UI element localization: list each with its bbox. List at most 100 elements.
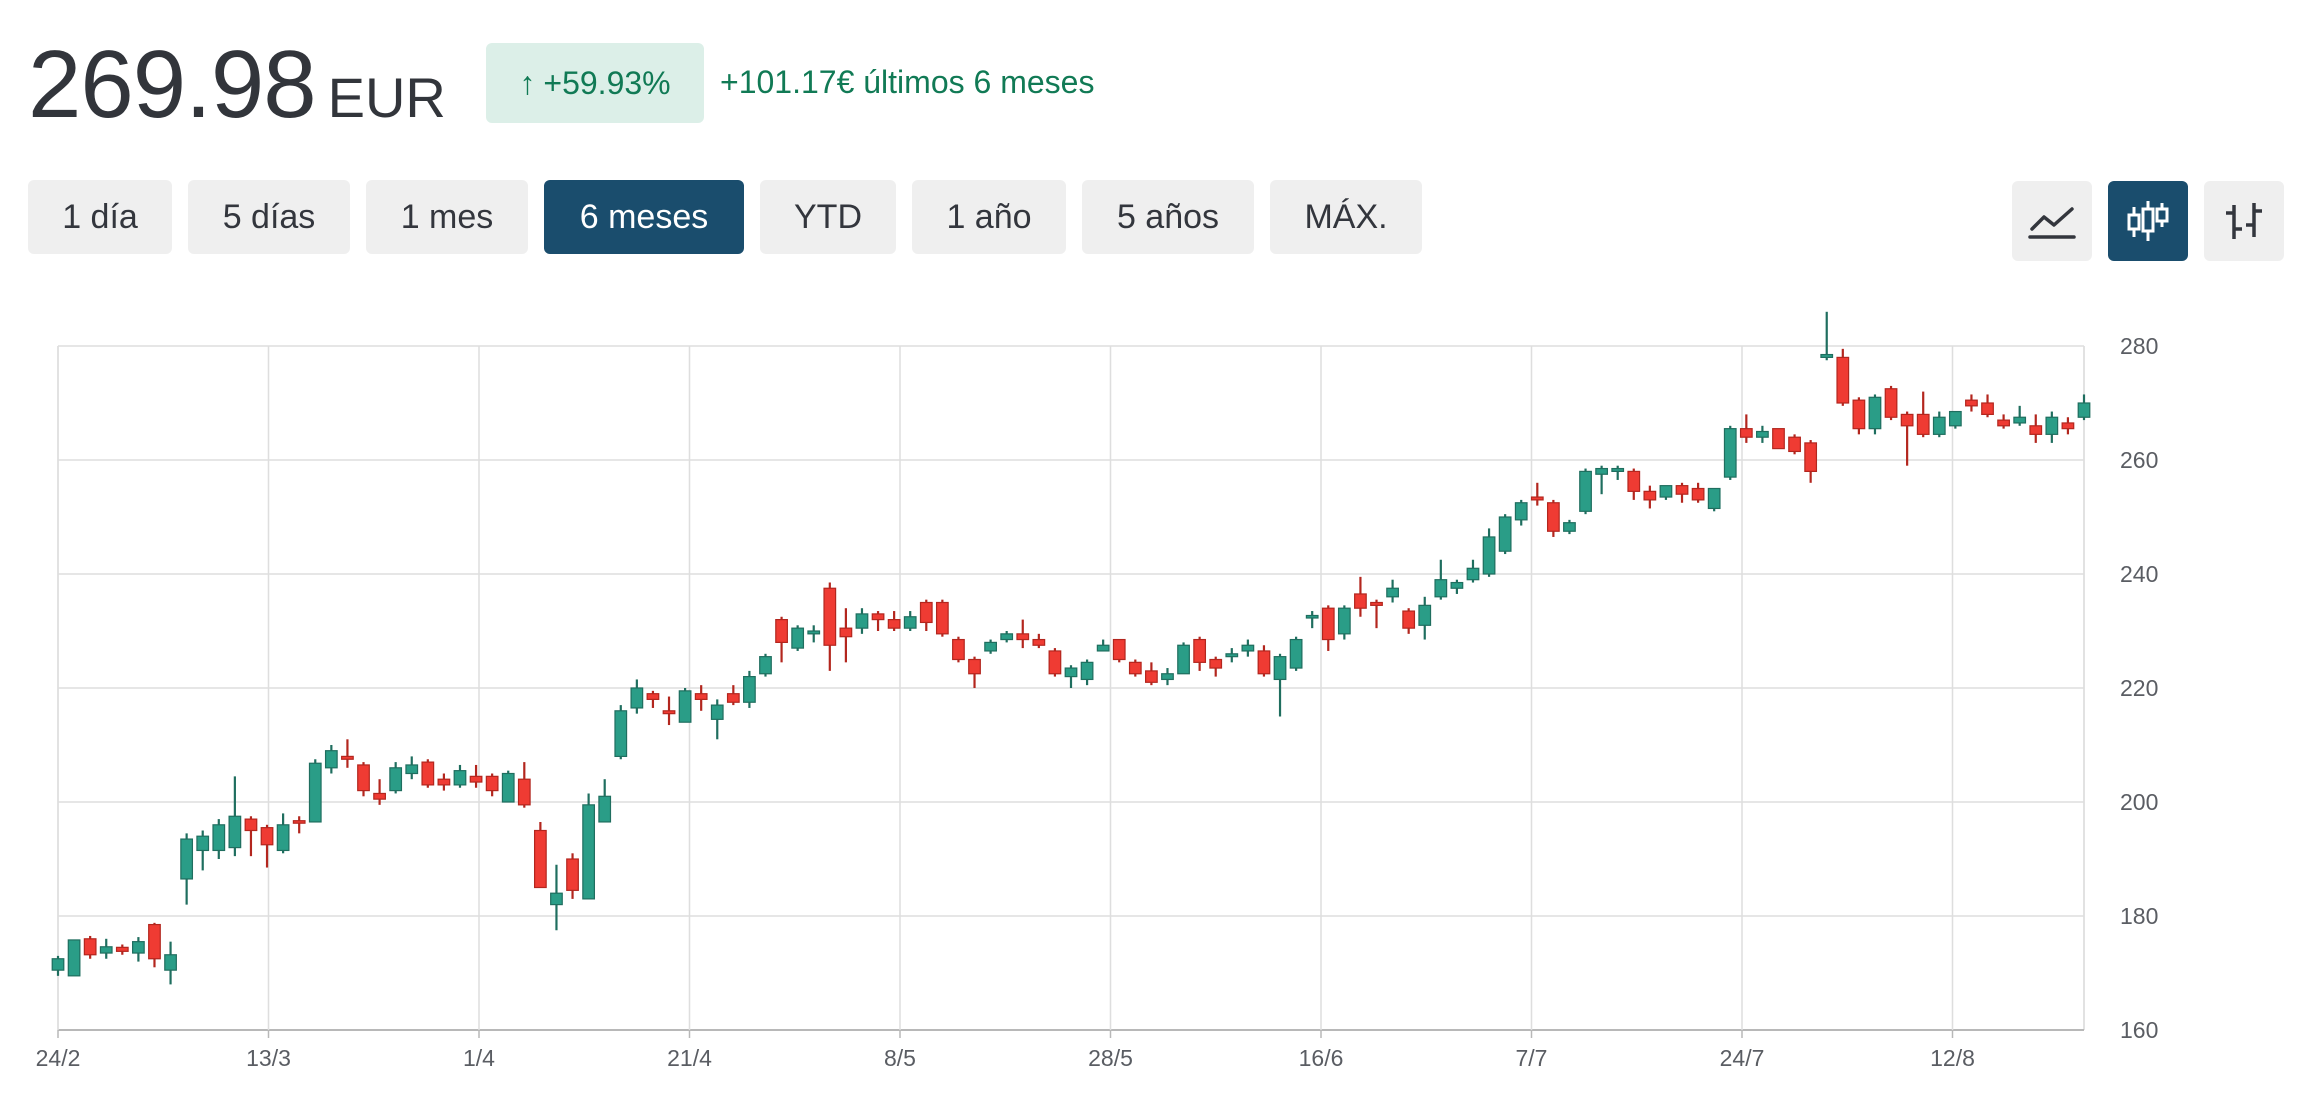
x-tick-label: 28/5 (1088, 1045, 1133, 1071)
candle (501, 770, 515, 803)
candle (324, 745, 338, 774)
candle-body (1739, 428, 1753, 438)
candle (646, 690, 660, 708)
range-1m-button[interactable]: 1 mes (366, 180, 528, 254)
candle-body (453, 770, 467, 786)
range-ytd-button[interactable]: YTD (760, 180, 896, 254)
candle-body (1932, 416, 1946, 435)
candle-body (405, 764, 419, 775)
candle (1096, 639, 1110, 652)
candle (952, 636, 965, 663)
range-6m-button[interactable]: 6 meses (544, 180, 744, 254)
candle (1386, 579, 1399, 603)
candlestick-chart-button[interactable] (2108, 181, 2188, 261)
x-tick-label: 7/7 (1516, 1045, 1548, 1071)
range-5y-button[interactable]: 5 años (1082, 180, 1254, 254)
candle (1643, 485, 1657, 509)
candle (871, 611, 885, 631)
candle-body (1225, 653, 1239, 658)
candle (1836, 348, 1850, 406)
candle-body (373, 792, 386, 800)
candle (1289, 636, 1303, 671)
candle (1128, 659, 1142, 677)
candle (1579, 468, 1592, 515)
range-1d-button[interactable]: 1 día (28, 180, 172, 254)
y-axis: 160 180 200 220 240 260 280 (2120, 333, 2158, 1043)
y-tick-label: 220 (2120, 675, 2158, 701)
candle (469, 764, 483, 788)
candle (1032, 633, 1046, 649)
candle-body (968, 658, 981, 675)
candle-body (2077, 402, 2091, 418)
change-summary: +101.17€ últimos 6 meses (720, 64, 1095, 100)
candle-body (1032, 638, 1046, 646)
candle-body (1096, 644, 1110, 652)
candle (759, 653, 772, 677)
candle-body (501, 772, 515, 803)
candle (887, 611, 901, 631)
price-block: 269.98 EUR (28, 30, 446, 140)
candle-body (1161, 673, 1174, 681)
candle-body (276, 824, 290, 852)
candle-body (726, 693, 740, 703)
candle (1981, 394, 1994, 418)
candle (1466, 559, 1480, 583)
candle-body (1611, 467, 1625, 473)
candle (1932, 411, 1946, 438)
candle-body (550, 892, 563, 906)
candle (341, 739, 354, 768)
candle-body (1675, 485, 1689, 495)
candle-body (1241, 644, 1255, 652)
candle-body (1289, 638, 1303, 669)
candle-body (2061, 422, 2075, 430)
candle (1482, 528, 1496, 577)
candle (2029, 414, 2043, 443)
candle-body (1948, 410, 1962, 427)
range-max-button[interactable]: MÁX. (1270, 180, 1422, 254)
candle (276, 813, 290, 854)
candle-body (823, 587, 837, 646)
candle-body (99, 946, 113, 954)
candle-body (357, 764, 370, 792)
candle (1997, 414, 2010, 429)
candle (405, 756, 419, 780)
candle-body (710, 704, 724, 720)
candle-body (1193, 638, 1207, 663)
ohlc-chart-button[interactable] (2204, 181, 2284, 261)
candle (1804, 440, 1818, 483)
candle-body (1868, 396, 1882, 430)
candle-body (935, 601, 949, 635)
candle-body (1997, 419, 2010, 427)
candle-body (1546, 502, 1560, 532)
candle-body (1772, 428, 1785, 450)
candle (357, 762, 370, 797)
candle (1000, 631, 1014, 643)
line-chart-button[interactable] (2012, 181, 2092, 261)
candle (1177, 642, 1190, 675)
candle-body (1804, 442, 1818, 472)
candle (1337, 605, 1351, 640)
range-5d-button[interactable]: 5 días (188, 180, 350, 254)
candle-body (1579, 470, 1592, 512)
candle (1965, 394, 1978, 412)
candle-body (984, 641, 997, 652)
candle-body (1048, 650, 1062, 675)
candle (1354, 576, 1367, 617)
candle-body (1916, 413, 1930, 435)
candle-body (598, 795, 612, 823)
candle (51, 955, 65, 976)
candle (678, 688, 692, 723)
candle-body (1112, 638, 1126, 661)
candle-body (83, 938, 97, 956)
candle-body (67, 939, 81, 977)
candle-body (437, 778, 451, 786)
currency-label: EUR (327, 66, 446, 129)
range-1y-button[interactable]: 1 año (912, 180, 1066, 254)
candle-body (1659, 485, 1673, 498)
candle-body (1563, 522, 1576, 532)
candle-body (1514, 502, 1528, 521)
candle (308, 759, 322, 823)
candle (1402, 608, 1416, 634)
candle-body (228, 815, 242, 849)
candle-body (148, 923, 161, 960)
